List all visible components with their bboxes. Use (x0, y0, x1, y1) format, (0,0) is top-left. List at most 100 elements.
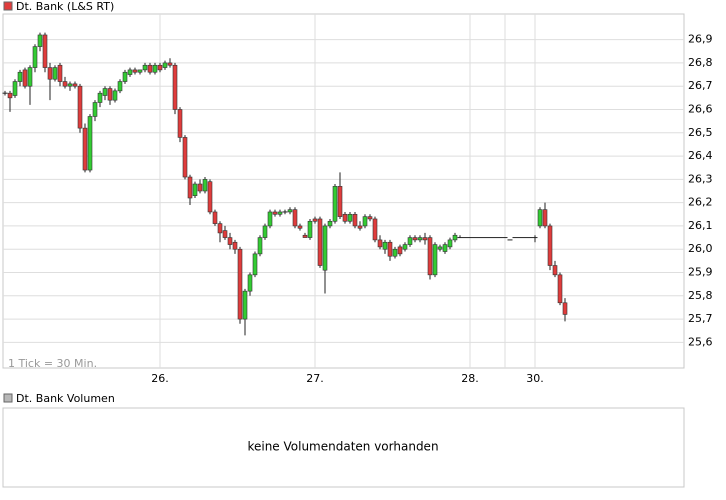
candle-body (352, 213, 358, 227)
candle-body (272, 211, 278, 215)
x-tick-label: 26. (151, 372, 169, 385)
volume-title: Dt. Bank Volumen (16, 392, 115, 405)
candle-body (542, 209, 548, 227)
legend-swatch (3, 393, 13, 403)
candle-body (382, 241, 388, 250)
volume-message: keine Volumendaten vorhanden (247, 440, 438, 454)
y-tick-label: 26,0 (688, 242, 713, 255)
x-tick-label: 28. (461, 372, 479, 385)
candle-body (17, 71, 23, 82)
candle-body (142, 64, 148, 71)
candle-body (252, 253, 258, 276)
y-tick-label: 26,7 (688, 79, 713, 92)
candle-body (552, 265, 558, 276)
y-tick-label: 25,7 (688, 312, 713, 325)
candle-body (42, 34, 48, 68)
candle-body (7, 92, 13, 99)
candle-body (422, 237, 428, 241)
candle-body (117, 81, 123, 92)
candle-body (362, 216, 368, 227)
candle-body (32, 46, 38, 68)
candle-body (27, 67, 33, 87)
candle-body (537, 209, 543, 227)
candle-body (72, 83, 78, 87)
candle-body (257, 237, 263, 255)
candle-body (132, 69, 138, 73)
candle-body (212, 211, 218, 224)
candle-body (77, 85, 83, 129)
candle-body (152, 64, 158, 73)
candle-body (182, 137, 188, 178)
candle-body (412, 237, 418, 241)
candle-body (337, 186, 343, 217)
candle-body (22, 69, 28, 87)
candle-body (307, 220, 313, 238)
candle-body (407, 237, 413, 245)
candle-body (62, 81, 68, 87)
candle-body (172, 64, 178, 110)
candle-body (52, 67, 58, 80)
candle-body (222, 230, 228, 238)
legend-swatch (3, 1, 13, 11)
y-tick-label: 26,6 (688, 102, 713, 115)
candle-body (137, 69, 143, 73)
candle-body (87, 116, 93, 171)
y-tick-label: 26,2 (688, 196, 713, 209)
y-tick-label: 26,4 (688, 149, 713, 162)
candle-body (562, 302, 568, 315)
candle-body (437, 246, 443, 250)
candle-body (12, 81, 18, 96)
candle-body (372, 218, 378, 241)
y-tick-label: 26,5 (688, 126, 713, 139)
y-tick-label: 26,3 (688, 172, 713, 185)
y-tick-label: 26,1 (688, 219, 713, 232)
candle-body (442, 244, 448, 252)
candle-body (82, 127, 88, 171)
candle-body (232, 241, 238, 250)
candle-body (242, 290, 248, 320)
candle-body (107, 88, 113, 101)
candle-body (112, 90, 118, 101)
x-tick-label: 30. (526, 372, 544, 385)
candle-body (57, 64, 63, 82)
candle-body (187, 176, 193, 199)
candle-body (322, 225, 328, 271)
candle-body (342, 213, 348, 222)
candle-body (202, 179, 208, 192)
candle-body (347, 213, 353, 222)
chart-title: Dt. Bank (L&S RT) (16, 0, 114, 13)
candle-body (557, 274, 563, 304)
candle-body (97, 92, 103, 103)
candle-body (162, 62, 168, 68)
candle-body (377, 239, 383, 248)
candle-body (47, 67, 53, 80)
candle-body (327, 220, 333, 227)
candle-body (247, 274, 253, 292)
candle-body (92, 102, 98, 117)
candle-body (237, 248, 243, 320)
candle-body (432, 244, 438, 276)
candle-body (177, 109, 183, 138)
candle-body (122, 71, 128, 82)
candle-body (197, 183, 203, 192)
candle-body (312, 218, 318, 222)
y-tick-label: 25,9 (688, 266, 713, 279)
candle-body (287, 209, 293, 213)
candle-body (357, 225, 363, 229)
candle-body (127, 69, 133, 75)
candle-body (102, 88, 108, 96)
candle-body (447, 239, 453, 248)
candle-body (207, 181, 213, 213)
annotation: 1 Tick = 30 Min. (8, 357, 97, 370)
y-tick-label: 26,8 (688, 56, 713, 69)
y-tick-label: 26,9 (688, 33, 713, 46)
candle-body (402, 244, 408, 250)
candle-body (397, 246, 403, 255)
candle-body (317, 218, 323, 266)
candle-body (262, 225, 268, 238)
candle-body (37, 34, 43, 47)
candle-body (332, 186, 338, 222)
candle-body (452, 234, 458, 241)
